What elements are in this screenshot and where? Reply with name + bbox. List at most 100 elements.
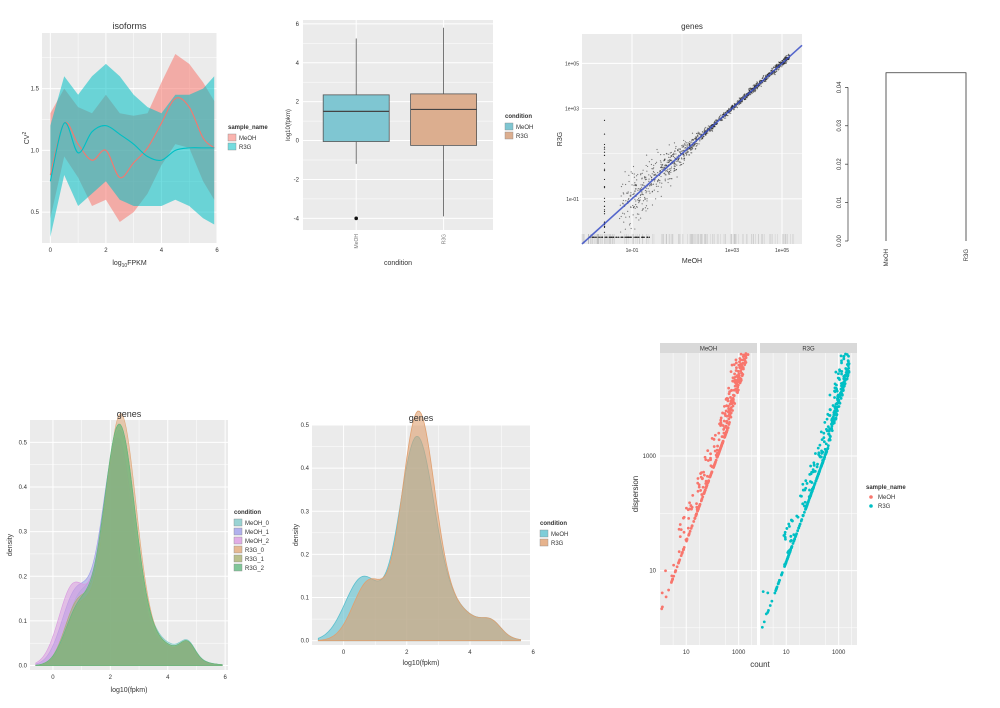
data-point <box>691 132 694 134</box>
data-point <box>634 188 637 190</box>
legend-title: sample_name <box>866 485 906 491</box>
data-point <box>823 456 826 460</box>
data-point <box>748 88 750 90</box>
data-point <box>736 369 740 373</box>
data-point <box>697 505 701 509</box>
data-point <box>641 172 643 174</box>
data-point <box>820 438 824 442</box>
legend-label: R3G_1 <box>245 557 265 563</box>
data-point <box>657 185 659 187</box>
data-point <box>664 164 666 166</box>
data-point <box>699 133 701 136</box>
y-tick-label: 0.5 <box>31 210 40 216</box>
data-point <box>683 157 686 159</box>
data-point <box>632 165 635 168</box>
legend-title: condition <box>234 510 261 516</box>
data-point <box>648 236 650 238</box>
data-point <box>622 212 624 214</box>
data-point <box>633 173 635 175</box>
chart-dendrogram: 0.00 0.01 0.02 0.03 0.04 MeOH R3G <box>837 72 970 266</box>
data-point <box>665 170 667 172</box>
data-point <box>731 399 735 403</box>
data-point <box>703 455 707 459</box>
data-point <box>733 372 737 376</box>
data-point <box>809 492 813 496</box>
data-point <box>704 133 707 136</box>
data-point <box>680 157 683 159</box>
data-point <box>667 181 669 184</box>
y-tick-label: 1e-01 <box>566 197 579 203</box>
data-point <box>741 361 745 365</box>
data-point <box>695 132 698 135</box>
data-point <box>778 66 780 69</box>
data-point <box>682 154 684 156</box>
data-point <box>841 386 845 390</box>
data-point <box>836 405 840 409</box>
data-point <box>841 388 845 392</box>
legend-title: condition <box>540 521 567 527</box>
data-point <box>664 178 666 180</box>
data-point <box>822 436 826 440</box>
data-point <box>681 548 685 552</box>
data-point <box>689 504 693 507</box>
data-point <box>752 85 754 87</box>
data-point <box>700 138 703 140</box>
data-point <box>786 555 790 559</box>
data-point <box>777 63 779 65</box>
data-point <box>653 167 655 169</box>
data-point <box>723 426 727 430</box>
data-point <box>727 417 731 421</box>
data-point <box>687 532 691 536</box>
data-point <box>825 449 829 453</box>
data-point <box>644 177 646 179</box>
data-point <box>697 134 699 137</box>
data-point <box>744 356 748 360</box>
data-point <box>668 153 670 155</box>
data-point <box>632 207 635 209</box>
data-point <box>650 183 652 185</box>
data-point <box>762 75 765 77</box>
box-iqr <box>322 94 390 142</box>
data-point <box>699 489 703 492</box>
data-point <box>675 147 677 149</box>
data-point <box>784 537 787 541</box>
data-point <box>700 493 704 496</box>
legend-key <box>539 538 549 547</box>
density-area-R3G_2 <box>35 423 223 666</box>
data-point <box>809 464 813 468</box>
data-point <box>823 447 827 451</box>
data-point <box>813 482 817 485</box>
data-point <box>657 181 659 183</box>
data-point <box>765 80 767 82</box>
box-outlier <box>354 216 359 221</box>
data-point <box>591 236 593 238</box>
data-point <box>665 164 668 166</box>
data-point <box>645 154 648 156</box>
x-axis-label: log10FPKM <box>112 260 147 269</box>
data-point <box>818 455 822 459</box>
data-point <box>820 462 824 466</box>
data-point <box>838 368 841 372</box>
data-point <box>663 160 665 162</box>
data-point <box>593 236 595 238</box>
data-point <box>721 424 725 427</box>
data-point <box>650 182 652 185</box>
data-point <box>686 144 689 146</box>
data-point <box>815 476 819 480</box>
data-point <box>847 364 850 368</box>
data-point <box>655 161 658 163</box>
data-point <box>628 180 630 183</box>
y-tick-label: 0.0 <box>301 639 310 645</box>
chart-density-samples: genes 0 2 4 6 0.0 0.1 0.2 0.3 0.4 0.5 log10(fpkm) de… <box>7 409 270 694</box>
data-point <box>726 114 728 116</box>
data-point <box>719 416 723 420</box>
data-point <box>785 527 789 530</box>
data-point <box>771 70 773 72</box>
data-point <box>763 80 766 83</box>
data-point <box>603 213 606 215</box>
legend-key <box>869 495 873 499</box>
data-point <box>695 505 699 509</box>
series-line-R3G <box>49 122 215 182</box>
data-point <box>635 200 637 202</box>
data-point <box>706 480 710 483</box>
